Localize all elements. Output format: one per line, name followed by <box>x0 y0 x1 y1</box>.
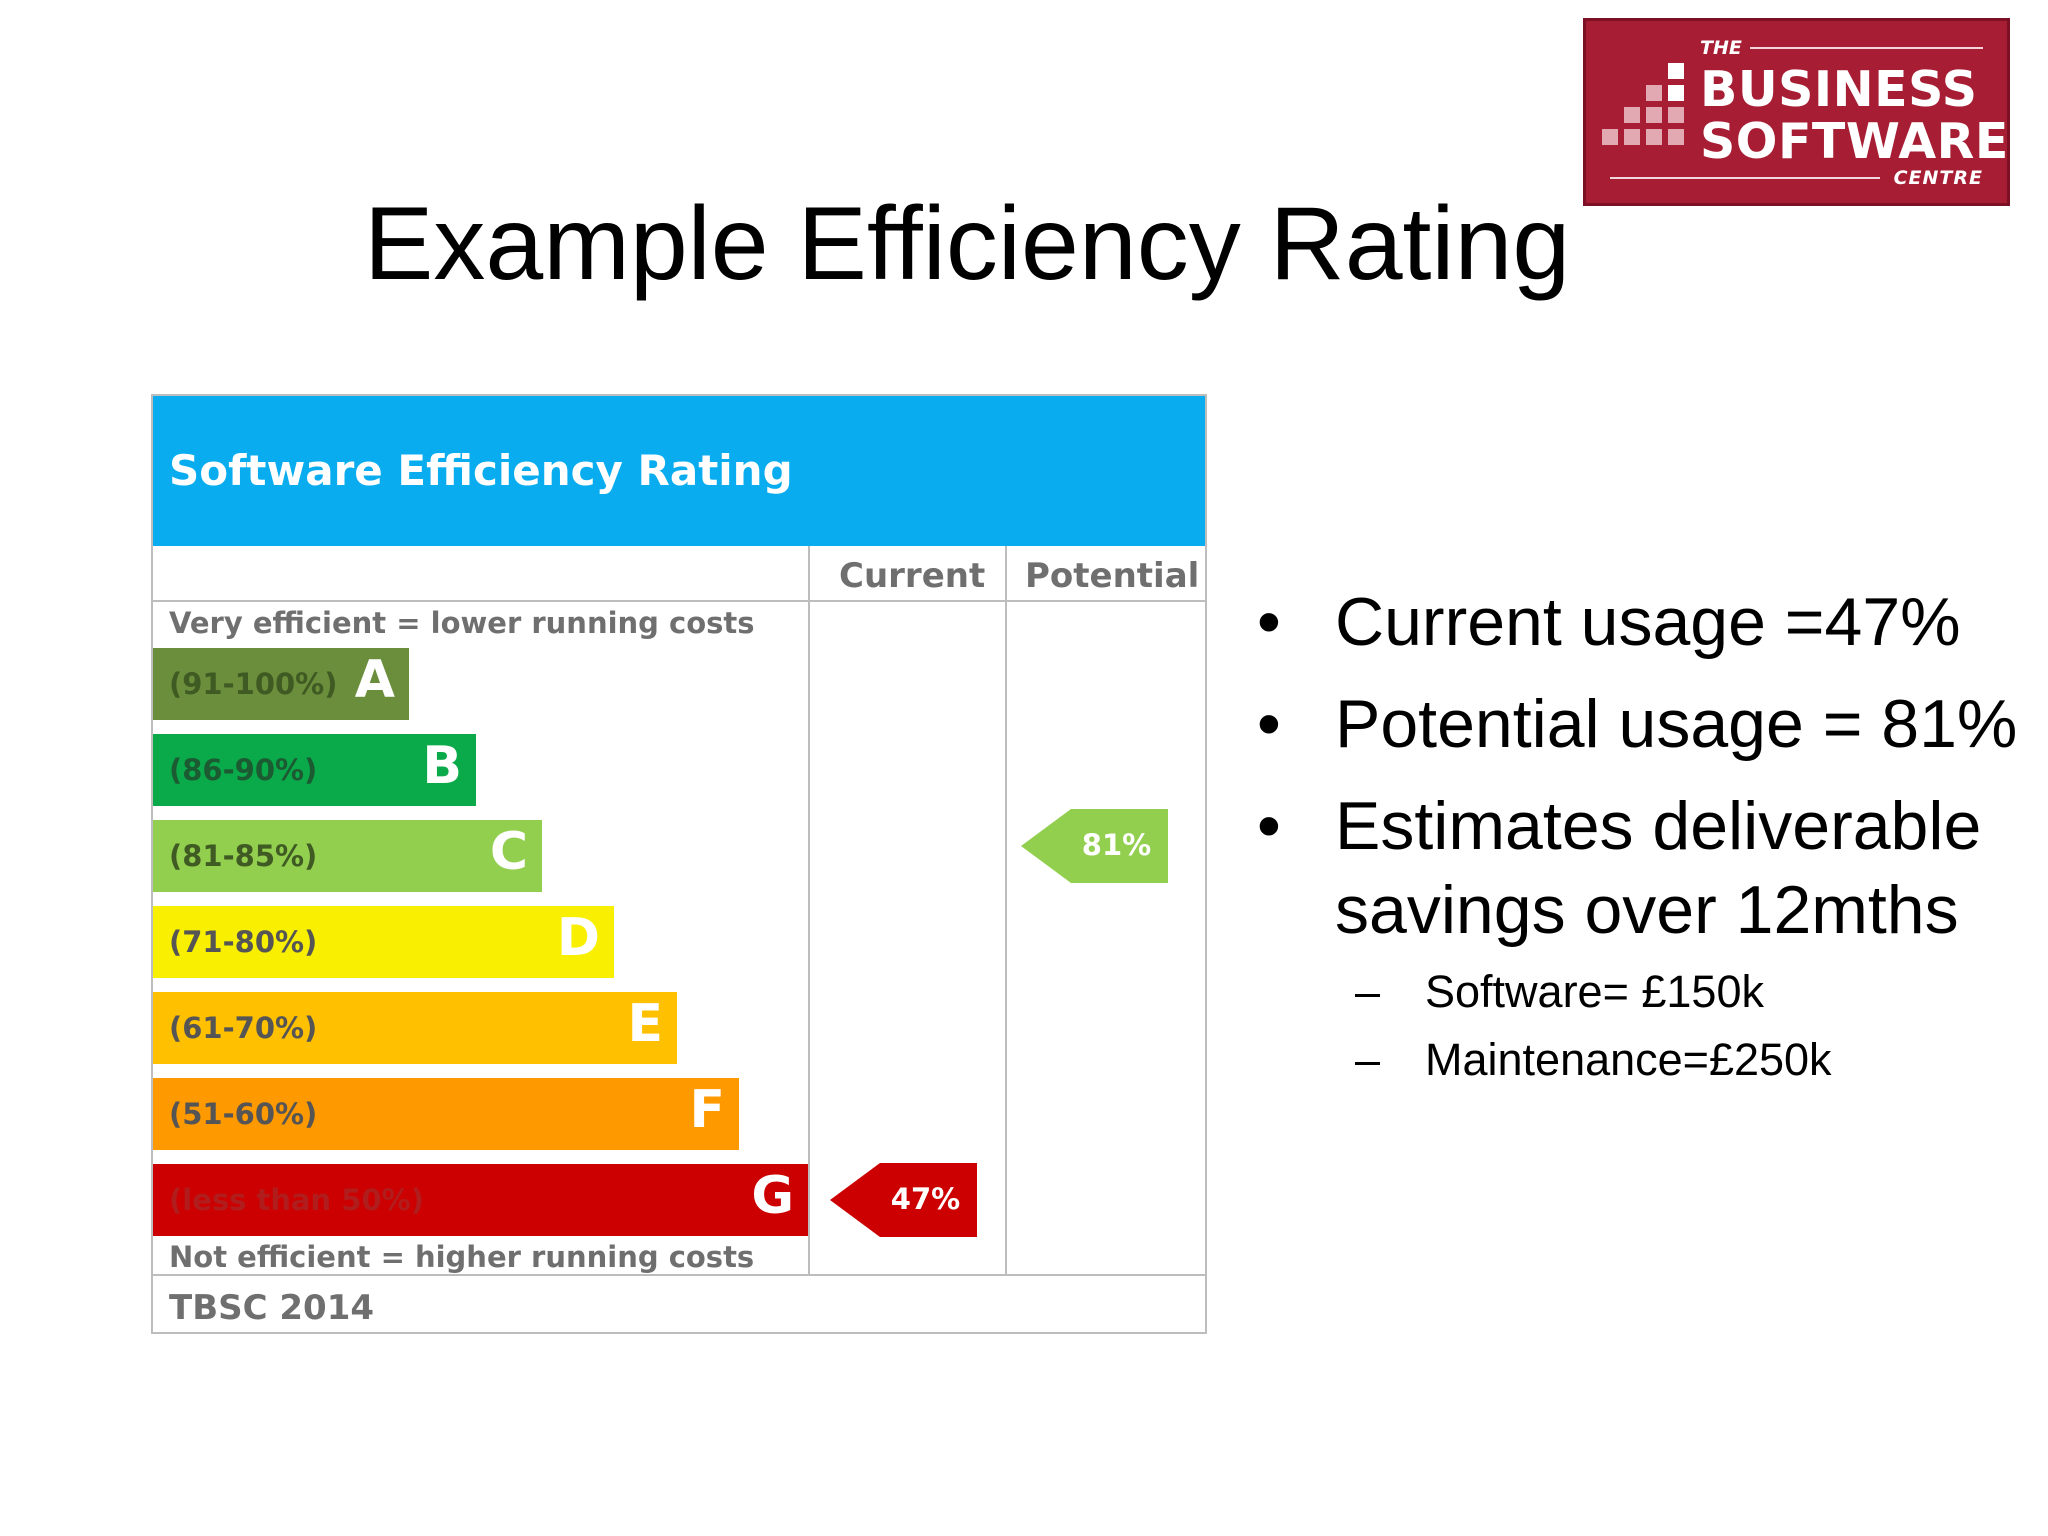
bullet-item: • Potential usage = 81% <box>1257 686 2018 762</box>
band-range: (71-80%) <box>169 925 318 959</box>
band-b: (86-90%) B <box>153 734 476 806</box>
band-e: (61-70%) E <box>153 992 677 1064</box>
band-g: (less than 50%) G <box>153 1164 808 1236</box>
logo-centre: CENTRE <box>1893 167 1983 189</box>
band-range: (51-60%) <box>169 1097 318 1131</box>
bottom-note: Not efficient = higher running costs <box>169 1240 755 1274</box>
sub-bullet-item: – Software= £150k <box>1355 966 1764 1017</box>
logo-squares-icon <box>1600 63 1702 167</box>
chart-header: Software Efficiency Rating <box>153 396 1205 546</box>
band-range: (61-70%) <box>169 1011 318 1045</box>
chart-title: Software Efficiency Rating <box>169 446 793 495</box>
efficiency-rating-chart: Software Efficiency Rating Current Poten… <box>151 394 1207 1334</box>
bullet-text: Current usage =47% <box>1335 584 1961 660</box>
band-letter: C <box>489 822 528 882</box>
logo-software: SOFTWARE <box>1700 113 2009 170</box>
band-letter: D <box>556 908 600 968</box>
band-f: (51-60%) F <box>153 1078 739 1150</box>
bullet-list: • Current usage =47% • Potential usage = 8… <box>1245 580 2035 1094</box>
band-a: (91-100%) A <box>153 648 409 720</box>
sub-bullet-text: Software= £150k <box>1425 966 1764 1017</box>
bullet-item: • Current usage =47% <box>1257 584 1961 660</box>
band-range: (91-100%) <box>169 667 338 701</box>
band-letter: A <box>354 650 395 710</box>
band-range: (81-85%) <box>169 839 318 873</box>
band-letter: B <box>422 736 462 796</box>
band-c: (81-85%) C <box>153 820 542 892</box>
band-range: (86-90%) <box>169 753 318 787</box>
band-d: (71-80%) D <box>153 906 614 978</box>
logo-business: BUSINESS <box>1700 61 1978 118</box>
column-header-potential: Potential <box>1025 556 1200 596</box>
top-note: Very efficient = lower running costs <box>169 606 755 640</box>
band-letter: G <box>751 1166 794 1226</box>
slide-title: Example Efficiency Rating <box>364 186 1571 302</box>
potential-rating-arrow: 81% <box>1021 809 1168 883</box>
business-software-centre-logo: THE BUSINESS SOFTWARE CENTRE <box>1583 18 2010 206</box>
bullet-item: • Estimates deliverable savings over 12mt… <box>1257 788 1982 948</box>
bullet-text: Estimates deliverable savings over 12mth… <box>1335 788 1982 948</box>
logo-the: THE <box>1700 37 1742 59</box>
band-range: (less than 50%) <box>169 1183 424 1217</box>
column-header-current: Current <box>839 556 986 596</box>
bullet-text: Potential usage = 81% <box>1335 686 2018 762</box>
chart-footer: TBSC 2014 <box>169 1288 375 1328</box>
potential-rating-value: 81% <box>1081 828 1152 862</box>
sub-bullet-text: Maintenance=£250k <box>1425 1034 1832 1085</box>
band-letter: E <box>627 994 663 1054</box>
sub-bullet-item: – Maintenance=£250k <box>1355 1034 1832 1085</box>
current-rating-arrow: 47% <box>830 1163 977 1237</box>
band-letter: F <box>689 1080 725 1140</box>
current-rating-value: 47% <box>890 1182 961 1216</box>
